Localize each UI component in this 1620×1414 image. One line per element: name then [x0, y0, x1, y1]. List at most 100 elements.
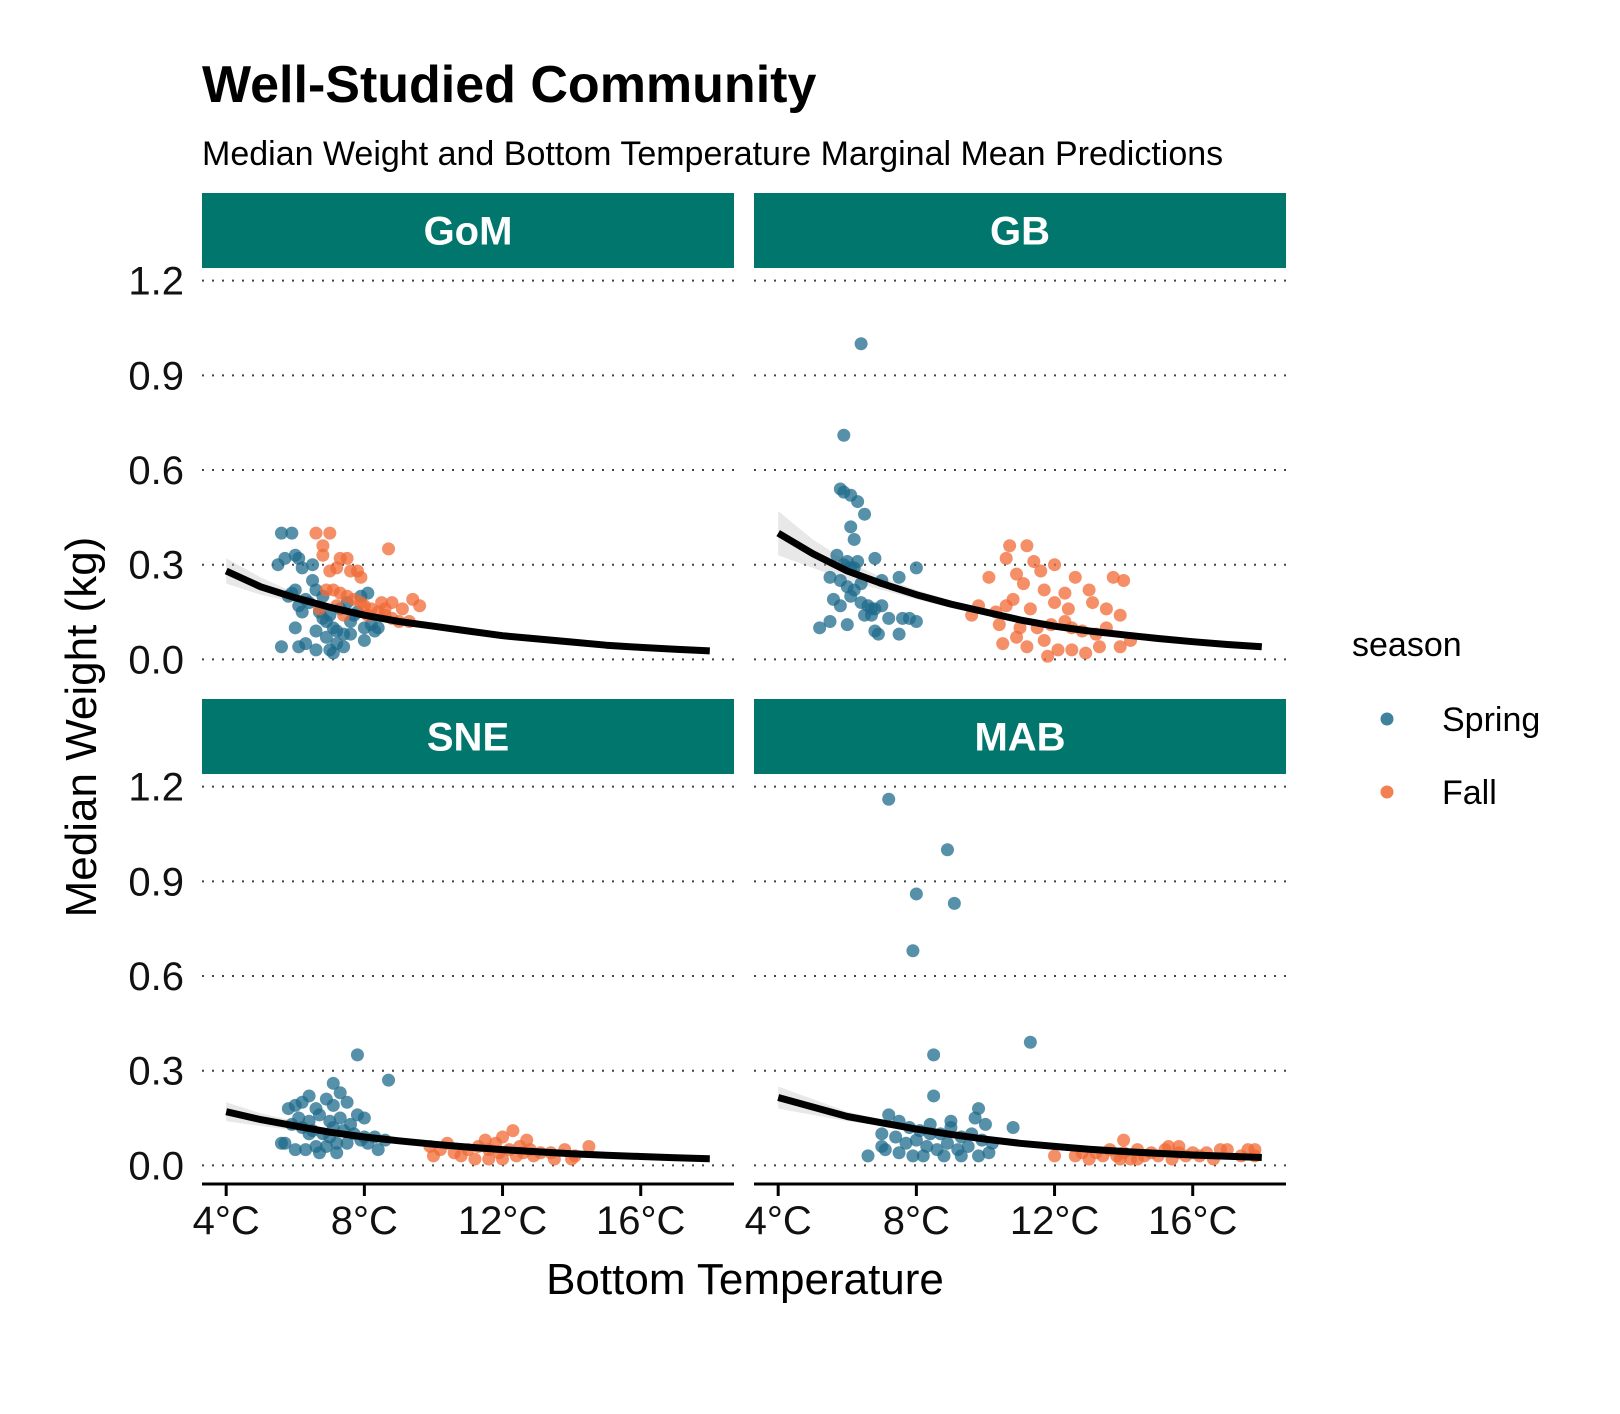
legend: season Spring Fall — [1352, 626, 1540, 812]
point-fall — [1027, 555, 1041, 569]
point-spring — [281, 1102, 295, 1116]
point-spring — [868, 551, 882, 565]
point-spring — [371, 1143, 385, 1157]
point-spring — [847, 532, 861, 546]
point-spring — [892, 1146, 906, 1160]
point-fall — [1086, 596, 1100, 610]
strip-label-mab: MAB — [974, 716, 1065, 760]
point-spring — [330, 1146, 344, 1160]
point-spring — [978, 1117, 992, 1131]
point-fall — [482, 1152, 496, 1166]
point-spring — [823, 615, 837, 628]
point-spring — [295, 561, 309, 575]
point-spring — [861, 1149, 875, 1163]
chart-subtitle: Median Weight and Bottom Temperature Mar… — [202, 135, 1223, 173]
point-spring — [357, 633, 371, 647]
point-fall — [454, 1149, 468, 1163]
x-tick-label: 12°C — [458, 1199, 547, 1243]
point-spring — [840, 618, 854, 632]
point-spring — [889, 1130, 903, 1144]
y-tick-label: 0.9 — [128, 860, 184, 904]
point-fall — [316, 548, 330, 562]
point-spring — [357, 1111, 371, 1125]
point-spring — [274, 526, 288, 540]
point-spring — [875, 599, 889, 613]
x-axis-title: Bottom Temperature — [546, 1255, 944, 1304]
point-spring — [972, 1149, 986, 1163]
point-fall — [1092, 640, 1106, 654]
point-spring — [909, 887, 923, 901]
point-fall — [996, 637, 1010, 651]
chart-title: Well-Studied Community — [202, 56, 816, 114]
point-spring — [833, 599, 847, 613]
point-spring — [864, 602, 878, 616]
point-spring — [285, 526, 299, 540]
point-fall — [1010, 567, 1024, 581]
prediction-line-sne — [225, 1108, 710, 1163]
point-spring — [892, 570, 906, 584]
strip-sne — [202, 699, 734, 774]
point-spring — [306, 558, 320, 572]
point-fall — [382, 542, 396, 556]
point-fall — [1034, 564, 1048, 578]
point-spring — [947, 896, 961, 910]
panel-gb: GB — [754, 193, 1286, 663]
point-fall — [1058, 586, 1072, 600]
y-axis: 0.0 0.3 0.6 0.9 1.2 0.0 0.3 0.6 0.9 1.2 — [128, 260, 184, 1189]
x-tick-label: 8°C — [883, 1199, 950, 1243]
point-spring — [326, 646, 340, 660]
point-spring — [288, 621, 302, 635]
point-spring — [333, 1086, 347, 1100]
x-axis: 4°C 8°C 12°C 16°C 4°C 8°C 12°C 16°C — [193, 1182, 1286, 1243]
point-spring — [1023, 1035, 1037, 1049]
point-spring — [906, 944, 920, 958]
point-spring — [937, 1149, 951, 1163]
strip-label-gb: GB — [990, 210, 1050, 254]
point-spring — [278, 551, 292, 565]
point-fall — [1117, 573, 1131, 587]
point-spring — [309, 624, 323, 638]
point-fall — [496, 1152, 510, 1166]
point-spring — [295, 1095, 309, 1109]
point-fall — [340, 551, 354, 565]
strip-mab — [754, 699, 1286, 774]
point-fall — [1048, 596, 1062, 610]
point-fall — [992, 618, 1006, 632]
strip-label-sne: SNE — [427, 716, 509, 760]
legend-key-spring — [1380, 712, 1394, 726]
point-spring — [323, 608, 337, 622]
point-spring — [326, 1098, 340, 1112]
y-tick-label: 1.2 — [128, 766, 184, 810]
point-spring — [940, 1136, 954, 1150]
point-spring — [326, 1076, 340, 1090]
point-fall — [1113, 608, 1127, 622]
point-fall — [1061, 602, 1075, 616]
point-fall — [506, 1124, 520, 1138]
point-fall — [1082, 1152, 1096, 1166]
y-axis-title: Median Weight (kg) — [57, 537, 106, 918]
point-spring — [844, 520, 858, 534]
point-spring — [837, 428, 851, 442]
y-tick-label: 0.3 — [128, 1050, 184, 1094]
panel-gom: GoM — [202, 193, 734, 661]
point-fall — [1099, 602, 1113, 616]
point-spring — [278, 1136, 292, 1150]
point-spring — [371, 621, 385, 635]
point-fall — [309, 526, 323, 540]
prediction-line-gb — [776, 530, 1263, 651]
point-fall — [330, 561, 344, 575]
facet-panels: GoM GB SNE MAB — [202, 193, 1286, 1167]
legend-key-fall — [1380, 785, 1394, 799]
point-fall — [1048, 558, 1062, 572]
y-tick-label: 0.3 — [128, 544, 184, 588]
point-spring — [916, 1149, 930, 1163]
point-spring — [858, 507, 872, 521]
point-spring — [333, 1111, 347, 1125]
point-fall — [1016, 577, 1030, 591]
point-spring — [350, 1048, 364, 1062]
y-tick-label: 0.6 — [128, 449, 184, 493]
point-fall — [1117, 1133, 1131, 1147]
point-spring — [844, 589, 858, 603]
point-fall — [582, 1139, 596, 1153]
